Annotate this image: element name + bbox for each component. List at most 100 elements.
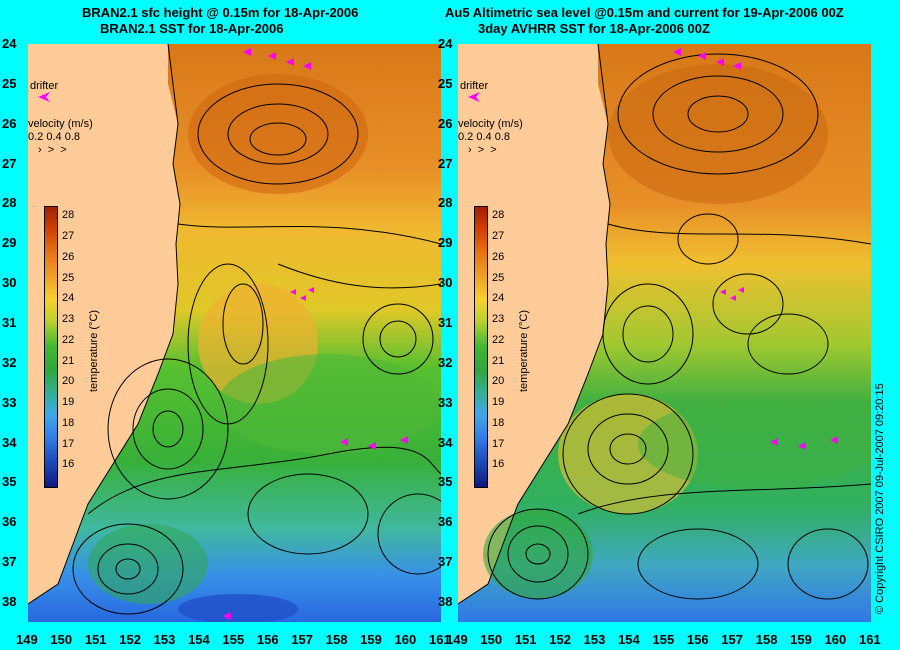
cool-eddy-south [88,524,208,604]
right-lat-tick: 30 [438,275,453,291]
left-colorbar-tick: 19 [62,396,75,409]
left-lat-tick: 25 [2,75,17,91]
right-lon-tick: 153 [583,632,606,647]
right-lat-tick: 38 [438,594,453,610]
left-lat-tick: 29 [2,235,17,251]
coastline [458,44,611,605]
right-title-2: 3day AVHRR SST for 18-Apr-2006 00Z [478,21,710,36]
left-lat-tick: 38 [2,594,17,610]
left-velocity-label: velocity (m/s) [28,118,93,130]
left-colorbar-tick: 22 [62,333,75,346]
left-lat-tick: 33 [2,394,17,410]
left-colorbar [44,206,58,488]
right-lat-tick: 37 [438,554,453,570]
right-title-1: Au5 Altimetric sea level @0.15m and curr… [445,5,844,20]
right-colorbar-tick: 17 [492,437,505,450]
left-drifter-label: drifter [30,80,59,92]
right-map-svg [458,44,871,622]
green-eddy [218,354,438,454]
green-band [638,399,871,489]
right-colorbar-tick: 28 [492,209,505,222]
right-lon-tick: 152 [549,632,571,647]
left-lat-tick: 26 [2,115,17,131]
right-drifter-icon [468,92,480,102]
right-colorbar-tick: 18 [492,416,505,429]
copyright-text: © Copyright CSIRO 2007 09-Jul-2007 09:20… [874,383,886,614]
right-lon-tick: 154 [618,632,640,647]
right-velocity-label: velocity (m/s) [458,118,523,130]
left-lon-tick: 156 [256,632,279,647]
left-lat-tick: 27 [2,155,17,171]
left-lon-tick: 155 [222,632,245,647]
right-lat-tick: 24 [438,36,453,51]
right-map-panel [458,44,871,622]
left-lat-tick: 28 [2,195,17,211]
right-colorbar-tick: 19 [492,396,505,409]
right-colorbar-tick: 23 [492,313,505,326]
left-title-2: BRAN2.1 SST for 18-Apr-2006 [100,21,284,36]
right-lat-tick: 31 [438,315,453,331]
right-lat-tick: 26 [438,115,453,131]
right-lon-tick: 157 [721,632,744,647]
left-lat-tick: 24 [2,36,17,51]
right-colorbar-tick: 16 [492,458,505,471]
left-drifter-icon [38,92,50,102]
left-lat-tick: 34 [2,434,17,450]
left-colorbar-tick: 24 [62,292,75,305]
right-lat-tick: 33 [438,394,453,410]
left-colorbar-tick: 18 [62,416,75,429]
right-lat-tick: 35 [438,474,453,490]
right-lon-tick: 151 [514,632,537,647]
left-lat-tick: 36 [2,514,17,530]
left-colorbar-label: temperature (°C) [88,309,100,392]
left-colorbar-tick: 21 [62,354,75,367]
left-lat-tick: 30 [2,275,17,291]
left-colorbar-tick: 17 [62,437,75,450]
right-lon-tick: 158 [755,632,778,647]
right-lat-tick: 34 [438,434,453,450]
left-lon-tick: 153 [153,632,176,647]
left-lon-tick: 158 [325,632,348,647]
left-lon-tick: 157 [291,632,314,647]
left-lon-tick: 152 [119,632,141,647]
right-lat-tick: 25 [438,75,453,91]
right-drifter-label: drifter [460,80,489,92]
left-colorbar-tick: 28 [62,209,75,222]
right-lat-tick: 36 [438,514,453,530]
warm-eddy-north [608,64,828,204]
right-colorbar-tick: 26 [492,250,505,263]
right-lat-tick: 32 [438,354,453,370]
left-lon-tick: 150 [50,632,73,647]
right-colorbar-tick: 27 [492,230,505,243]
left-map-panel [28,44,441,622]
left-velocity-arrows: › > > [38,144,67,156]
left-lon-tick: 161 [429,632,451,647]
right-colorbar-tick: 22 [492,333,505,346]
left-lat-tick: 37 [2,554,17,570]
left-map-svg [28,44,441,622]
right-lon-tick: 155 [652,632,675,647]
right-velocity-values: 0.2 0.4 0.8 [458,131,510,143]
sea-level-contours [72,83,441,615]
right-lon-tick: 149 [446,632,468,647]
left-lon-tick: 159 [360,632,382,647]
left-colorbar-tick: 26 [62,250,75,263]
left-colorbar-tick: 25 [62,271,75,284]
left-colorbar-tick: 20 [62,375,75,388]
cool-eddy-south [483,509,593,599]
right-lon-tick: 150 [480,632,503,647]
drifter-tracks [673,48,838,450]
left-lat-tick: 31 [2,315,17,331]
left-colorbar-tick: 16 [62,458,75,471]
left-lon-tick: 151 [84,632,107,647]
right-lat-tick: 27 [438,155,453,171]
drifter-tracks [223,48,408,620]
right-colorbar-tick: 24 [492,292,505,305]
right-colorbar-tick: 21 [492,354,505,367]
left-lon-tick: 160 [394,632,417,647]
right-colorbar-tick: 20 [492,375,505,388]
cold-water [178,594,298,622]
left-velocity-values: 0.2 0.4 0.8 [28,131,80,143]
right-velocity-arrows: › > > [468,144,497,156]
sea-level-contours [487,53,871,600]
